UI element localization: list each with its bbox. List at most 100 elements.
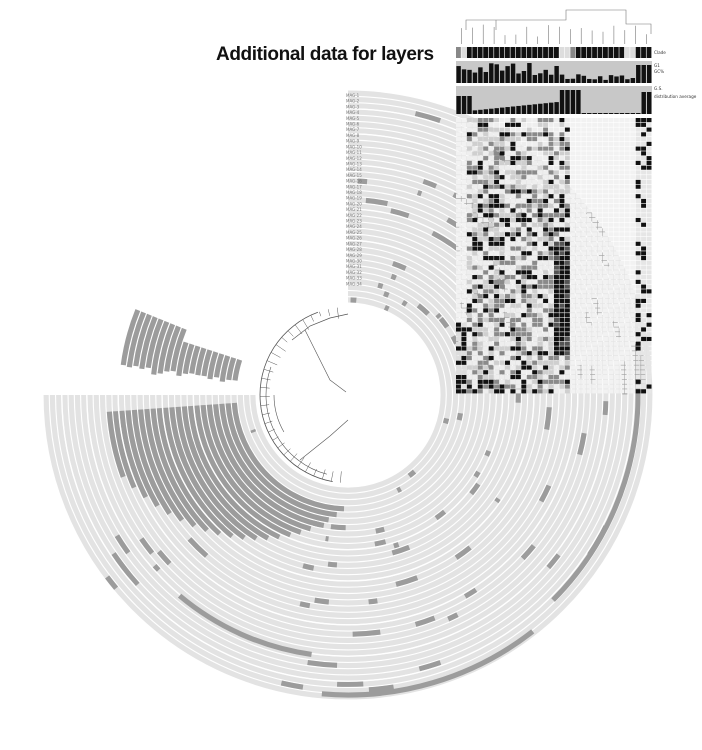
heatmap-cell xyxy=(467,280,472,284)
heatmap-cell xyxy=(489,270,494,274)
heatmap-cell xyxy=(598,361,603,365)
heatmap-cell xyxy=(532,289,537,293)
heatmap-cell xyxy=(521,294,526,298)
heatmap-cell xyxy=(647,375,652,379)
heatmap-cell xyxy=(527,156,532,160)
heatmap-cell xyxy=(614,289,619,293)
heatmap-cell xyxy=(559,132,564,136)
heatmap-cell xyxy=(549,318,554,322)
heatmap-cell xyxy=(461,142,466,146)
heatmap-cell xyxy=(489,332,494,336)
heatmap-cell xyxy=(500,275,505,279)
heatmap-cell xyxy=(505,175,510,179)
heatmap-cell xyxy=(565,175,570,179)
heatmap-cell xyxy=(576,156,581,160)
heatmap-cell xyxy=(614,180,619,184)
heatmap-cell xyxy=(510,194,515,198)
layer-label: MAG-16 xyxy=(346,179,362,184)
heatmap-cell xyxy=(592,246,597,250)
layer-label: MAG-33 xyxy=(346,276,362,281)
clade-cell xyxy=(625,47,630,58)
heatmap-cell xyxy=(576,227,581,231)
heatmap-cell xyxy=(636,327,641,331)
heatmap-cell xyxy=(559,170,564,174)
layer-bar xyxy=(456,66,460,83)
heatmap-cell xyxy=(472,151,477,155)
heatmap-cell xyxy=(494,370,499,374)
heatmap-cell xyxy=(636,323,641,327)
heatmap-cell xyxy=(489,246,494,250)
heatmap-cell xyxy=(554,166,559,170)
heatmap-cell xyxy=(587,384,592,388)
heatmap-cell xyxy=(592,380,597,384)
heatmap-cell xyxy=(625,370,630,374)
heatmap-cell xyxy=(598,246,603,250)
heatmap-cell xyxy=(516,384,521,388)
clade-cell xyxy=(598,47,603,58)
heatmap-cell xyxy=(467,342,472,346)
heatmap-cell xyxy=(461,189,466,193)
heatmap-cell xyxy=(554,246,559,250)
heatmap-cell xyxy=(625,318,630,322)
heatmap-cell xyxy=(598,137,603,141)
heatmap-cell xyxy=(527,175,532,179)
heatmap-cell xyxy=(500,380,505,384)
heatmap-cell xyxy=(603,270,608,274)
heatmap-cell xyxy=(521,384,526,388)
heatmap-cell xyxy=(494,327,499,331)
heatmap-cell xyxy=(456,375,461,379)
heatmap-cell xyxy=(489,118,494,122)
heatmap-cell xyxy=(619,194,624,198)
clade-cell xyxy=(472,47,477,58)
heatmap-cell xyxy=(483,256,488,260)
heatmap-cell xyxy=(521,365,526,369)
heatmap-cell xyxy=(505,232,510,236)
tree-leaf xyxy=(340,471,341,482)
heatmap-cell xyxy=(570,270,575,274)
layer-labels: MAG-1MAG-2MAG-3MAG-4MAG-5MAG-6MAG-7MAG-8… xyxy=(346,93,362,286)
heatmap-cell xyxy=(521,237,526,241)
heatmap-cell xyxy=(527,137,532,141)
heatmap-cell xyxy=(527,380,532,384)
heatmap-cell xyxy=(636,199,641,203)
heatmap-cell xyxy=(565,185,570,189)
heatmap-cell xyxy=(532,280,537,284)
heatmap-cell xyxy=(510,308,515,312)
heatmap-cell xyxy=(521,375,526,379)
heatmap-cell xyxy=(559,151,564,155)
heatmap-cell xyxy=(608,389,613,393)
heatmap-cell xyxy=(554,285,559,289)
heatmap-cell xyxy=(489,194,494,198)
heatmap-cell xyxy=(630,370,635,374)
heatmap-cell xyxy=(543,275,548,279)
heatmap-cell xyxy=(619,313,624,317)
heatmap-cell xyxy=(581,361,586,365)
heatmap-cell xyxy=(538,223,543,227)
heatmap-cell xyxy=(532,142,537,146)
heatmap-cell xyxy=(538,185,543,189)
heatmap-cell xyxy=(636,189,641,193)
heatmap-cell xyxy=(625,208,630,212)
heatmap-cell xyxy=(630,180,635,184)
heatmap-cell xyxy=(598,161,603,165)
heatmap-cell xyxy=(641,147,646,151)
heatmap-cell xyxy=(461,294,466,298)
heatmap-cell xyxy=(472,323,477,327)
heatmap-cell xyxy=(527,194,532,198)
heatmap-cell xyxy=(636,285,641,289)
heatmap-cell xyxy=(598,380,603,384)
heatmap-cell xyxy=(647,232,652,236)
heatmap-cell xyxy=(549,332,554,336)
heatmap-cell xyxy=(598,223,603,227)
heatmap-cell xyxy=(500,323,505,327)
heatmap-cell xyxy=(576,185,581,189)
heatmap-cell xyxy=(647,137,652,141)
clade-cell xyxy=(576,47,581,58)
heatmap-cell xyxy=(538,337,543,341)
heatmap-cell xyxy=(516,313,521,317)
heatmap-cell xyxy=(538,128,543,132)
heatmap-cell xyxy=(608,137,613,141)
clade-cell xyxy=(641,47,646,58)
tree-leaf xyxy=(331,471,333,481)
layer-bar xyxy=(582,113,586,114)
